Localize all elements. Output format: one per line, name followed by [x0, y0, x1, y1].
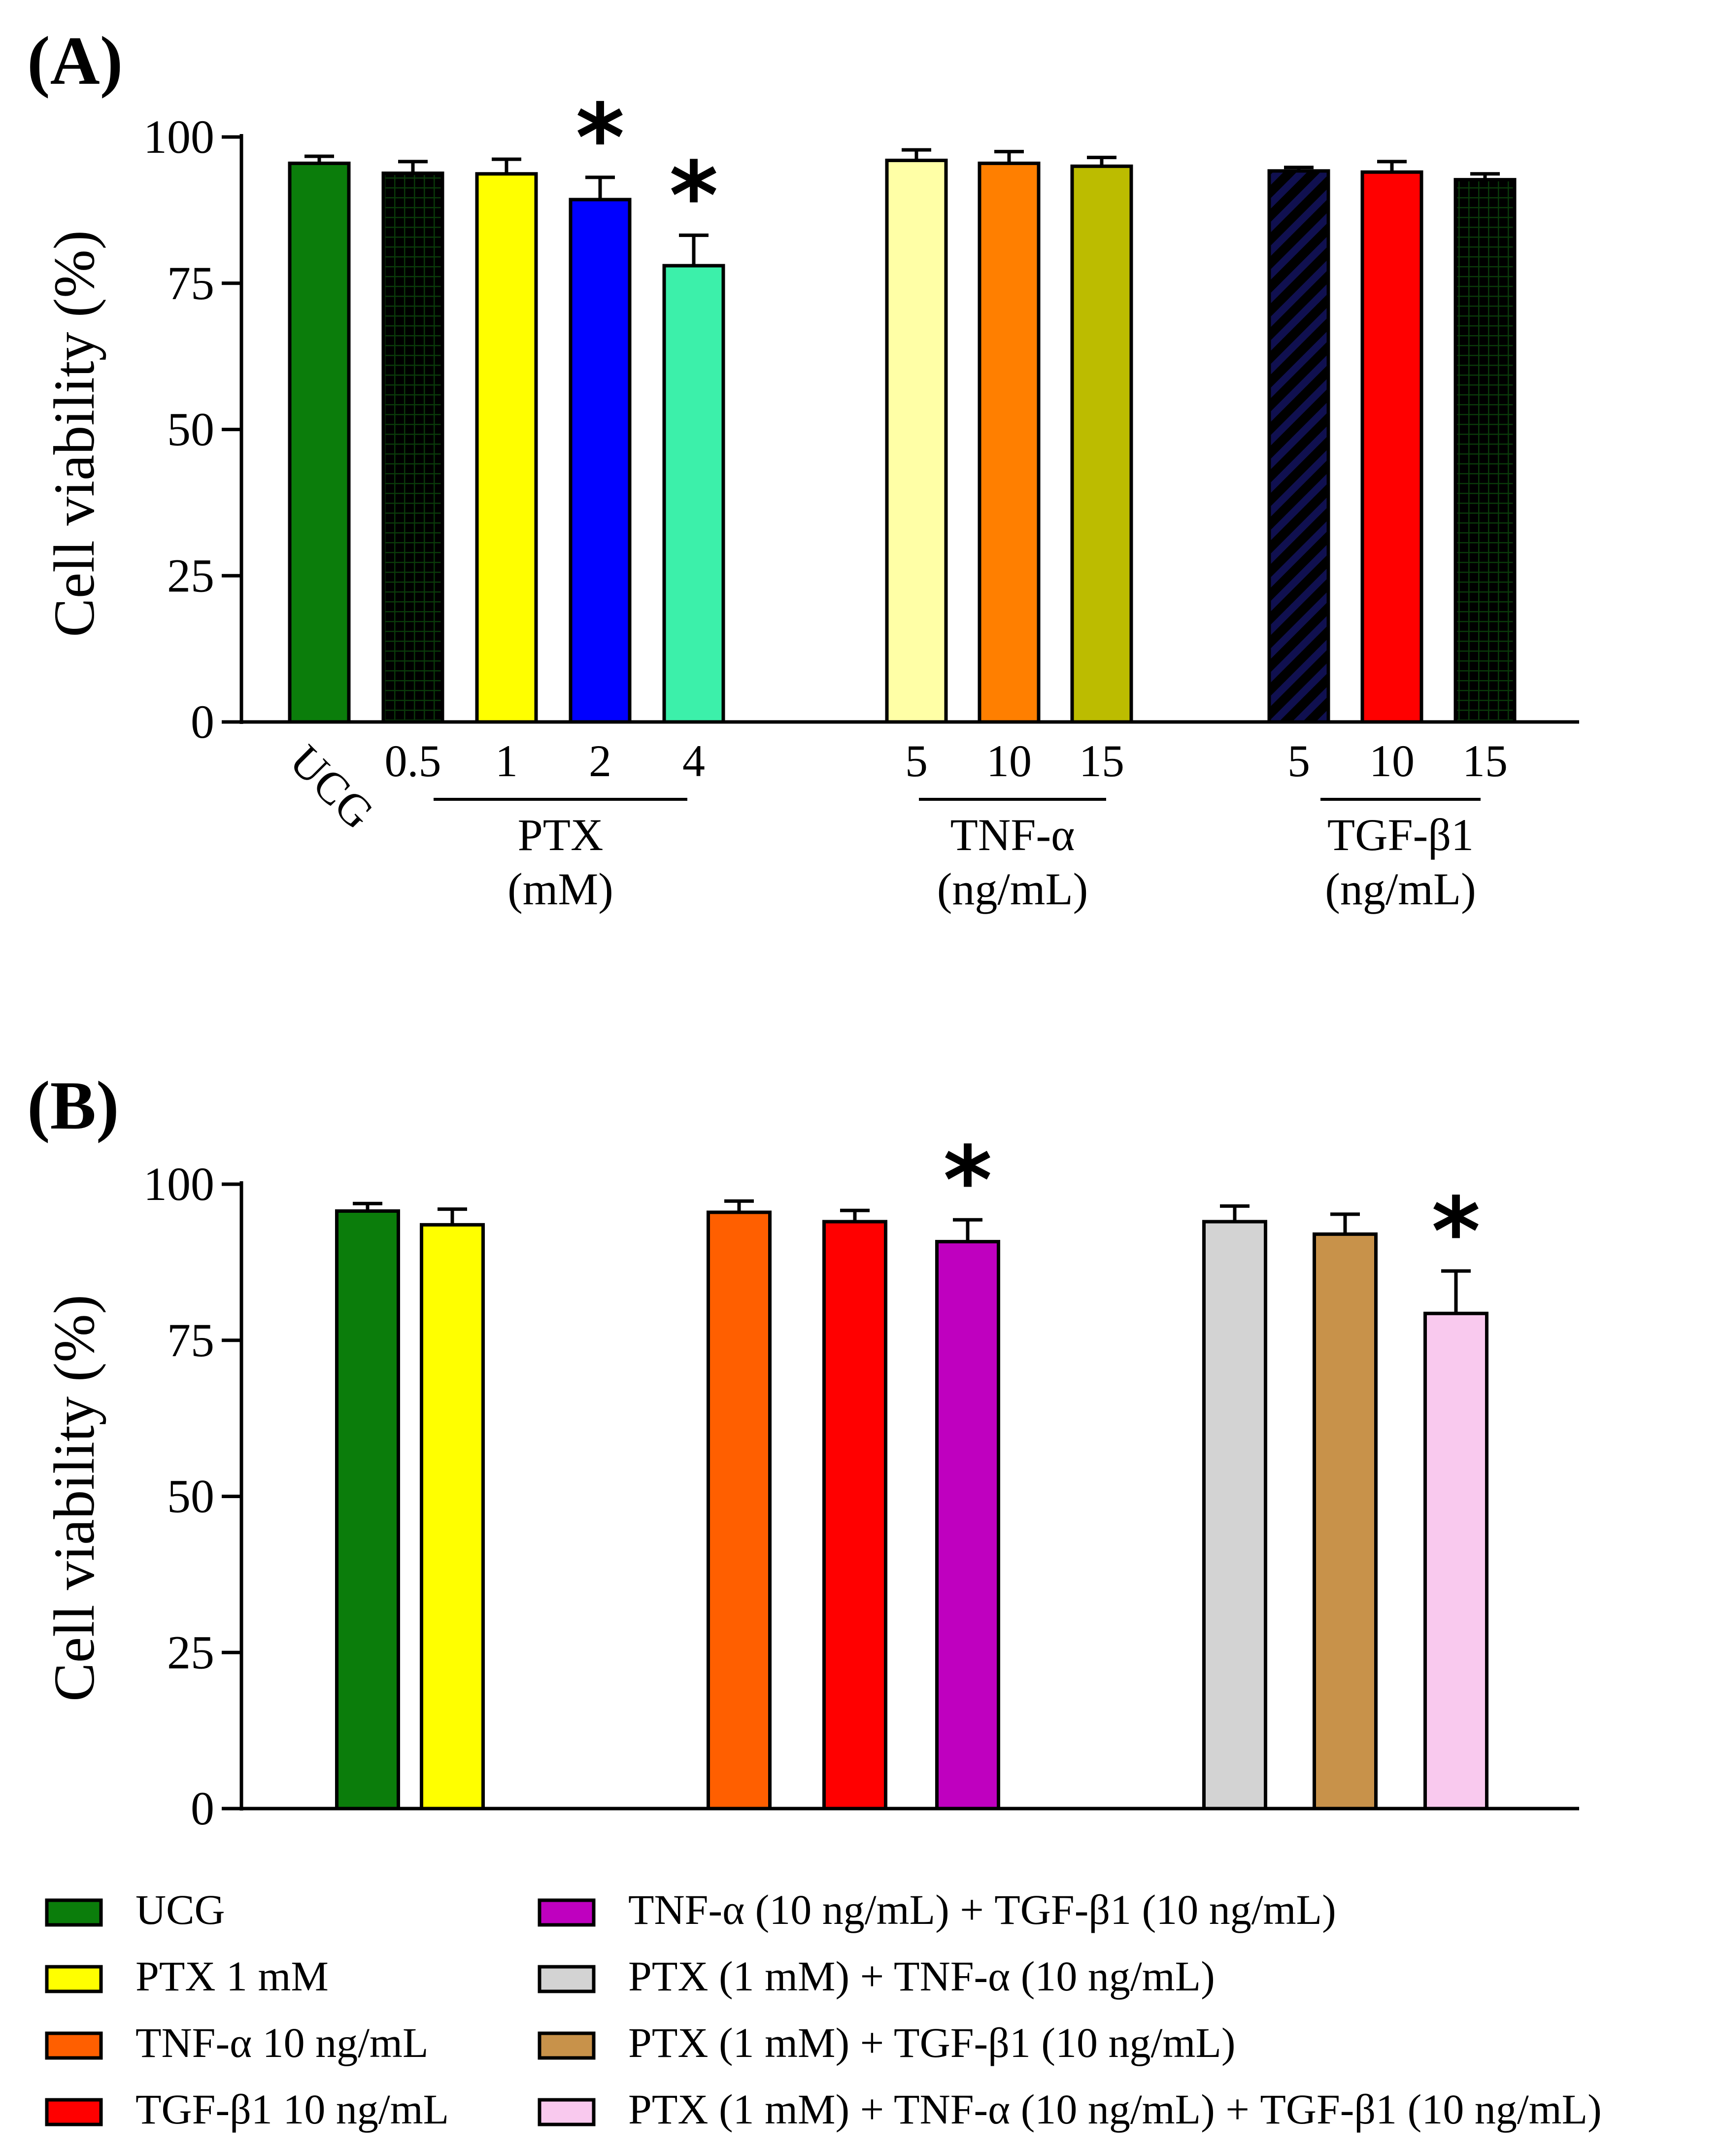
- panel-b-bar: [707, 1210, 772, 1811]
- panel-a-bar: [1360, 170, 1423, 724]
- panel-b-bar: [1313, 1232, 1378, 1811]
- legend-swatch: [538, 2098, 596, 2126]
- legend-label: PTX (1 mM) + TNF-α (10 ng/mL) + TGF-β1 (…: [628, 2086, 1602, 2133]
- legend-item: PTX 1 mM: [45, 1952, 329, 2000]
- panel-b-bar: [335, 1209, 400, 1811]
- panel-a-category-label: 4: [682, 736, 705, 786]
- panel-a-y-axis: 0 25 50 75 100: [143, 110, 1579, 748]
- panel-a-label: (A): [27, 23, 123, 99]
- panel-b-bar: [1202, 1220, 1267, 1811]
- panel-b-bar: [822, 1220, 887, 1811]
- legend-label: PTX 1 mM: [135, 1952, 329, 2000]
- legend: UCG PTX 1 mM TNF-α 10 ng/mL TGF-β1 10 ng/mL…: [45, 1886, 1602, 2133]
- panel-a-category-label: 15: [1079, 736, 1124, 786]
- panel-b-y-tick-label: 75: [167, 1314, 214, 1367]
- panel-b-significance-marker: *: [1431, 1177, 1480, 1286]
- panel-a-significance-marker: *: [669, 141, 718, 250]
- panel-a-group-label: TGF-β1: [1327, 810, 1474, 860]
- legend-label: TNF-α 10 ng/mL: [135, 2019, 428, 2066]
- panel-b-y-tick-label: 100: [143, 1158, 214, 1210]
- legend-item: TNF-α 10 ng/mL: [45, 2019, 428, 2066]
- panel-a-category-label: 5: [1287, 736, 1310, 786]
- panel-a-category-label: 1: [495, 736, 518, 786]
- panel-a-category-label: 5: [905, 736, 928, 786]
- legend-swatch: [45, 2098, 103, 2126]
- panel-a-bars: **: [288, 84, 1517, 724]
- legend-label: TGF-β1 10 ng/mL: [135, 2086, 449, 2133]
- legend-item: PTX (1 mM) + TGF-β1 (10 ng/mL): [538, 2019, 1236, 2066]
- panel-a-category-label: 15: [1462, 736, 1508, 786]
- legend-label: PTX (1 mM) + TGF-β1 (10 ng/mL): [628, 2019, 1236, 2066]
- panel-b-y-tick-label: 25: [167, 1626, 214, 1678]
- legend-item: PTX (1 mM) + TNF-α (10 ng/mL): [538, 1952, 1215, 2000]
- panel-a-bar: [288, 161, 351, 724]
- panel-a-category-label: 10: [986, 736, 1032, 786]
- panel-a-group-unit: (ng/mL): [1325, 864, 1476, 914]
- panel-b-bar: [1423, 1311, 1488, 1811]
- panel-b-significance-marker: *: [943, 1126, 992, 1235]
- panel-a-y-tick-label: 75: [167, 257, 214, 309]
- panel-a-bar: [1453, 178, 1517, 724]
- panel-a-group-unit: (mM): [507, 864, 613, 914]
- panel-b-y-axis-label: Cell viability (%): [42, 1295, 106, 1702]
- panel-a-y-tick-label: 0: [191, 695, 214, 748]
- panel-a-bar: [381, 171, 444, 724]
- legend-swatch: [538, 2031, 596, 2060]
- legend-item: PTX (1 mM) + TNF-α (10 ng/mL) + TGF-β1 (…: [538, 2086, 1602, 2133]
- legend-item: UCG: [45, 1886, 225, 1933]
- panel-a-group-labels: PTX(mM)TNF-α(ng/mL)TGF-β1(ng/mL): [434, 798, 1481, 914]
- panel-a-group-label: TNF-α: [950, 810, 1075, 860]
- legend-swatch: [45, 2031, 103, 2060]
- panel-a-y-tick-label: 50: [167, 403, 214, 456]
- panel-a-category-label: 2: [589, 736, 611, 786]
- panel-a-category-label: UCG: [280, 735, 383, 838]
- legend-swatch: [45, 1965, 103, 1993]
- panel-a-category-label: 0.5: [385, 736, 441, 786]
- panel-a-category-label: 10: [1369, 736, 1415, 786]
- panel-a-bar: [978, 161, 1041, 724]
- panel-b-bar: [420, 1223, 485, 1811]
- legend-label: TNF-α (10 ng/mL) + TGF-β1 (10 ng/mL): [628, 1886, 1336, 1933]
- panel-a-category-labels: UCG 0.5 1 2 4 5 10 15 5 10 15: [280, 735, 1508, 838]
- legend-item: TNF-α (10 ng/mL) + TGF-β1 (10 ng/mL): [538, 1886, 1336, 1933]
- panel-b-y-tick-label: 50: [167, 1470, 214, 1523]
- panel-a-group-label: PTX: [518, 810, 604, 860]
- panel-a-bar: [885, 158, 948, 724]
- panel-a-y-tick-label: 25: [167, 549, 214, 602]
- panel-a-bar: [475, 172, 538, 724]
- panel-b-y-tick-label: 0: [191, 1782, 214, 1835]
- panel-a-y-axis-label: Cell viability (%): [42, 230, 106, 637]
- panel-b-label: (B): [27, 1067, 119, 1144]
- panel-a-bar: [662, 264, 725, 724]
- legend-swatch: [538, 1965, 596, 1993]
- panel-a-group-unit: (ng/mL): [937, 864, 1088, 914]
- legend-label: PTX (1 mM) + TNF-α (10 ng/mL): [628, 1952, 1215, 2000]
- panel-a-bar: [1267, 169, 1330, 724]
- panel-a-bar: [1070, 164, 1133, 724]
- panel-b-bars: * *: [335, 1126, 1488, 1811]
- panel-a-y-tick-label: 100: [143, 110, 214, 163]
- panel-a-significance-marker: *: [575, 84, 624, 193]
- legend-label: UCG: [135, 1886, 225, 1933]
- legend-swatch: [538, 1898, 596, 1927]
- panel-b-bar: [935, 1240, 1000, 1811]
- legend-item: TGF-β1 10 ng/mL: [45, 2086, 449, 2133]
- legend-swatch: [45, 1898, 103, 1927]
- panel-a-bar: [569, 198, 632, 724]
